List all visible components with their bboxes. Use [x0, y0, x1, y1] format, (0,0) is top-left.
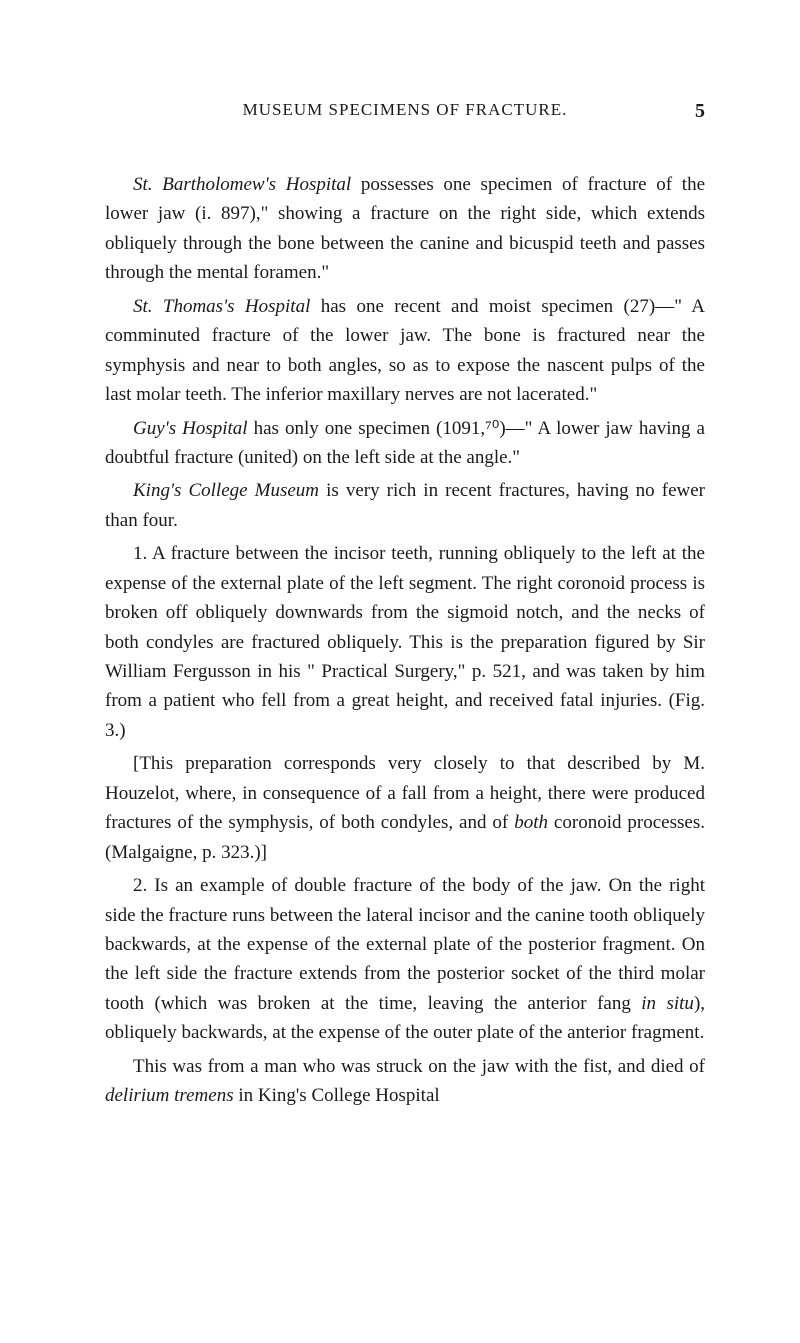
hospital-name: St. Thomas's Hospital: [133, 296, 310, 317]
list-item-1-bracket: [This preparation corresponds very close…: [105, 749, 705, 867]
page-header: MUSEUM SPECIMENS OF FRACTURE. 5: [105, 100, 705, 120]
list-item-1: 1. A fracture between the incisor teeth,…: [105, 539, 705, 745]
header-title: MUSEUM SPECIMENS OF FRACTURE.: [105, 100, 705, 120]
hospital-name: Guy's Hospital: [133, 418, 248, 439]
page-number: 5: [695, 100, 705, 123]
conclusion-a: This was from a man who was struck on th…: [133, 1056, 705, 1077]
paragraph-conclusion: This was from a man who was struck on th…: [105, 1052, 705, 1111]
paragraph-thomas: St. Thomas's Hospital has one recent and…: [105, 292, 705, 410]
item-italic: in situ: [641, 993, 694, 1014]
hospital-name: St. Bartholomew's Hospital: [133, 174, 351, 195]
conclusion-italic: delirium tremens: [105, 1085, 234, 1106]
list-item-2: 2. Is an example of double fracture of t…: [105, 871, 705, 1048]
item-text: 1. A fracture between the incisor teeth,…: [105, 543, 705, 741]
bracket-italic: both: [514, 812, 548, 833]
conclusion-b: in King's College Hospital: [234, 1085, 440, 1106]
hospital-name: King's College Museum: [133, 480, 319, 501]
paragraph-guys: Guy's Hospital has only one specimen (10…: [105, 414, 705, 473]
paragraph-kings: King's College Museum is very rich in re…: [105, 476, 705, 535]
paragraph-bartholomew: St. Bartholomew's Hospital possesses one…: [105, 170, 705, 288]
item-text-a: 2. Is an example of double fracture of t…: [105, 875, 705, 1014]
